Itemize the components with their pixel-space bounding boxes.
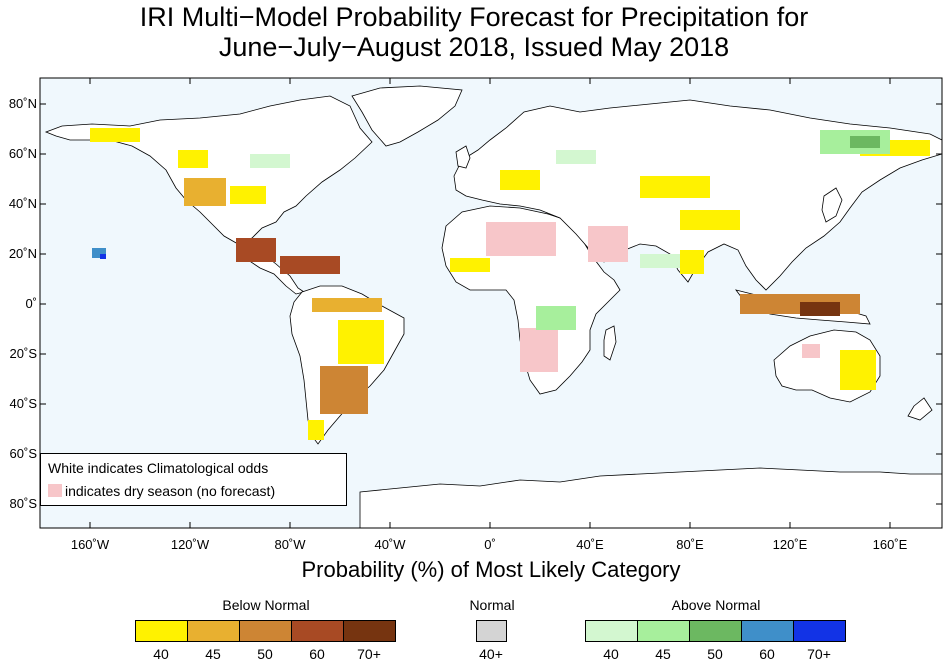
normal-swatch-label: 40+ (479, 646, 503, 662)
lon-label: 120˚W (170, 537, 210, 552)
below-patagonia (308, 420, 324, 440)
lat-label: 80˚S (9, 496, 37, 511)
x-axis-label: Probability (%) of Most Likely Category (301, 557, 681, 582)
lat-label: 40˚N (8, 196, 37, 211)
japan (821, 187, 843, 223)
below-normal-swatch (187, 620, 240, 642)
below-europe (500, 170, 540, 190)
below-maritime (800, 302, 840, 316)
lon-label: 0˚ (484, 537, 496, 552)
note-climatological: White indicates Climatological odds (48, 460, 269, 476)
lat-label: 40˚S (9, 396, 37, 411)
below-normal-swatch (239, 620, 292, 642)
below-normal-swatch (135, 620, 188, 642)
map-title-line2: June−July−August 2018, Issued May 2018 (218, 32, 730, 62)
legend-note-box: White indicates Climatological odds indi… (40, 453, 347, 506)
below-us-plains (230, 186, 266, 204)
lat-label: 60˚S (9, 446, 37, 461)
dry-sahara (486, 222, 556, 256)
above-pacific (640, 254, 680, 268)
below-argentina (320, 366, 368, 414)
lat-label: 0˚ (25, 296, 37, 311)
above-hawaii-core (100, 254, 106, 259)
lon-label: 160˚W (70, 537, 110, 552)
below-amazon (312, 298, 382, 312)
below-us-west (184, 178, 226, 206)
above-normal-swatch (637, 620, 690, 642)
above-canada (250, 154, 290, 168)
map-frame (39, 77, 943, 529)
lat-label: 60˚N (8, 146, 37, 161)
british-isles (455, 145, 471, 169)
lon-label: 40˚W (374, 537, 406, 552)
below-normal-swatch-label: 45 (205, 646, 221, 662)
dry-australia (802, 344, 820, 358)
lat-label: 20˚S (9, 346, 37, 361)
below-india (680, 250, 704, 274)
above-central-africa (536, 306, 576, 330)
above-hawaii (92, 248, 106, 258)
new-zealand (907, 397, 933, 421)
above-east-siberia (850, 136, 880, 148)
lat-label: 20˚N (8, 246, 37, 261)
below-central-asia (680, 210, 740, 230)
dry-southern-africa (520, 328, 558, 372)
below-alaska (90, 128, 140, 142)
below-normal-swatch-label: 60 (309, 646, 325, 662)
map-title-line1: IRI Multi−Model Probability Forecast for… (139, 2, 809, 32)
greenland (351, 85, 463, 147)
above-normal-swatch-label: 70+ (807, 646, 831, 662)
below-normal-swatch-label: 70+ (357, 646, 381, 662)
above-normal-areas (92, 130, 890, 330)
dry-season-areas (486, 222, 820, 372)
dry-season-swatch (48, 484, 62, 497)
below-normal-swatch-label: 50 (257, 646, 273, 662)
legend-normal-title: Normal (469, 597, 515, 613)
note-dry-season: indicates dry season (no forecast) (65, 483, 276, 499)
lon-label: 160˚E (872, 537, 908, 552)
above-normal-swatch (793, 620, 846, 642)
above-normal-swatch-label: 45 (655, 646, 671, 662)
lon-label: 80˚W (274, 537, 306, 552)
above-normal-swatch (741, 620, 794, 642)
below-normal-swatch (291, 620, 344, 642)
below-sahel (450, 258, 490, 272)
lat-label: 80˚N (8, 96, 37, 111)
above-normal-swatch-label: 60 (759, 646, 775, 662)
below-australia-east (840, 350, 876, 390)
below-mexico (236, 238, 276, 262)
legend-below-normal-title: Below Normal (222, 597, 310, 613)
axis-ticks (40, 78, 942, 528)
madagascar (603, 325, 617, 361)
above-normal-swatch-label: 40 (603, 646, 619, 662)
normal-swatch (476, 620, 507, 642)
below-brazil (338, 320, 384, 364)
lon-label: 40˚E (576, 537, 604, 552)
above-normal-swatch (689, 620, 742, 642)
below-caribbean (280, 256, 340, 274)
legend-above-normal-title: Above Normal (671, 597, 761, 613)
lon-label: 80˚E (676, 537, 704, 552)
dry-arabia (588, 226, 628, 262)
above-normal-swatch-label: 50 (707, 646, 723, 662)
below-normal-swatch (343, 620, 396, 642)
below-russia (640, 176, 710, 198)
lon-label: 120˚E (772, 537, 808, 552)
below-normal-swatch-label: 40 (153, 646, 169, 662)
below-canada (178, 150, 208, 168)
above-normal-swatch (585, 620, 638, 642)
above-europe (556, 150, 596, 164)
below-normal-areas (90, 128, 930, 440)
